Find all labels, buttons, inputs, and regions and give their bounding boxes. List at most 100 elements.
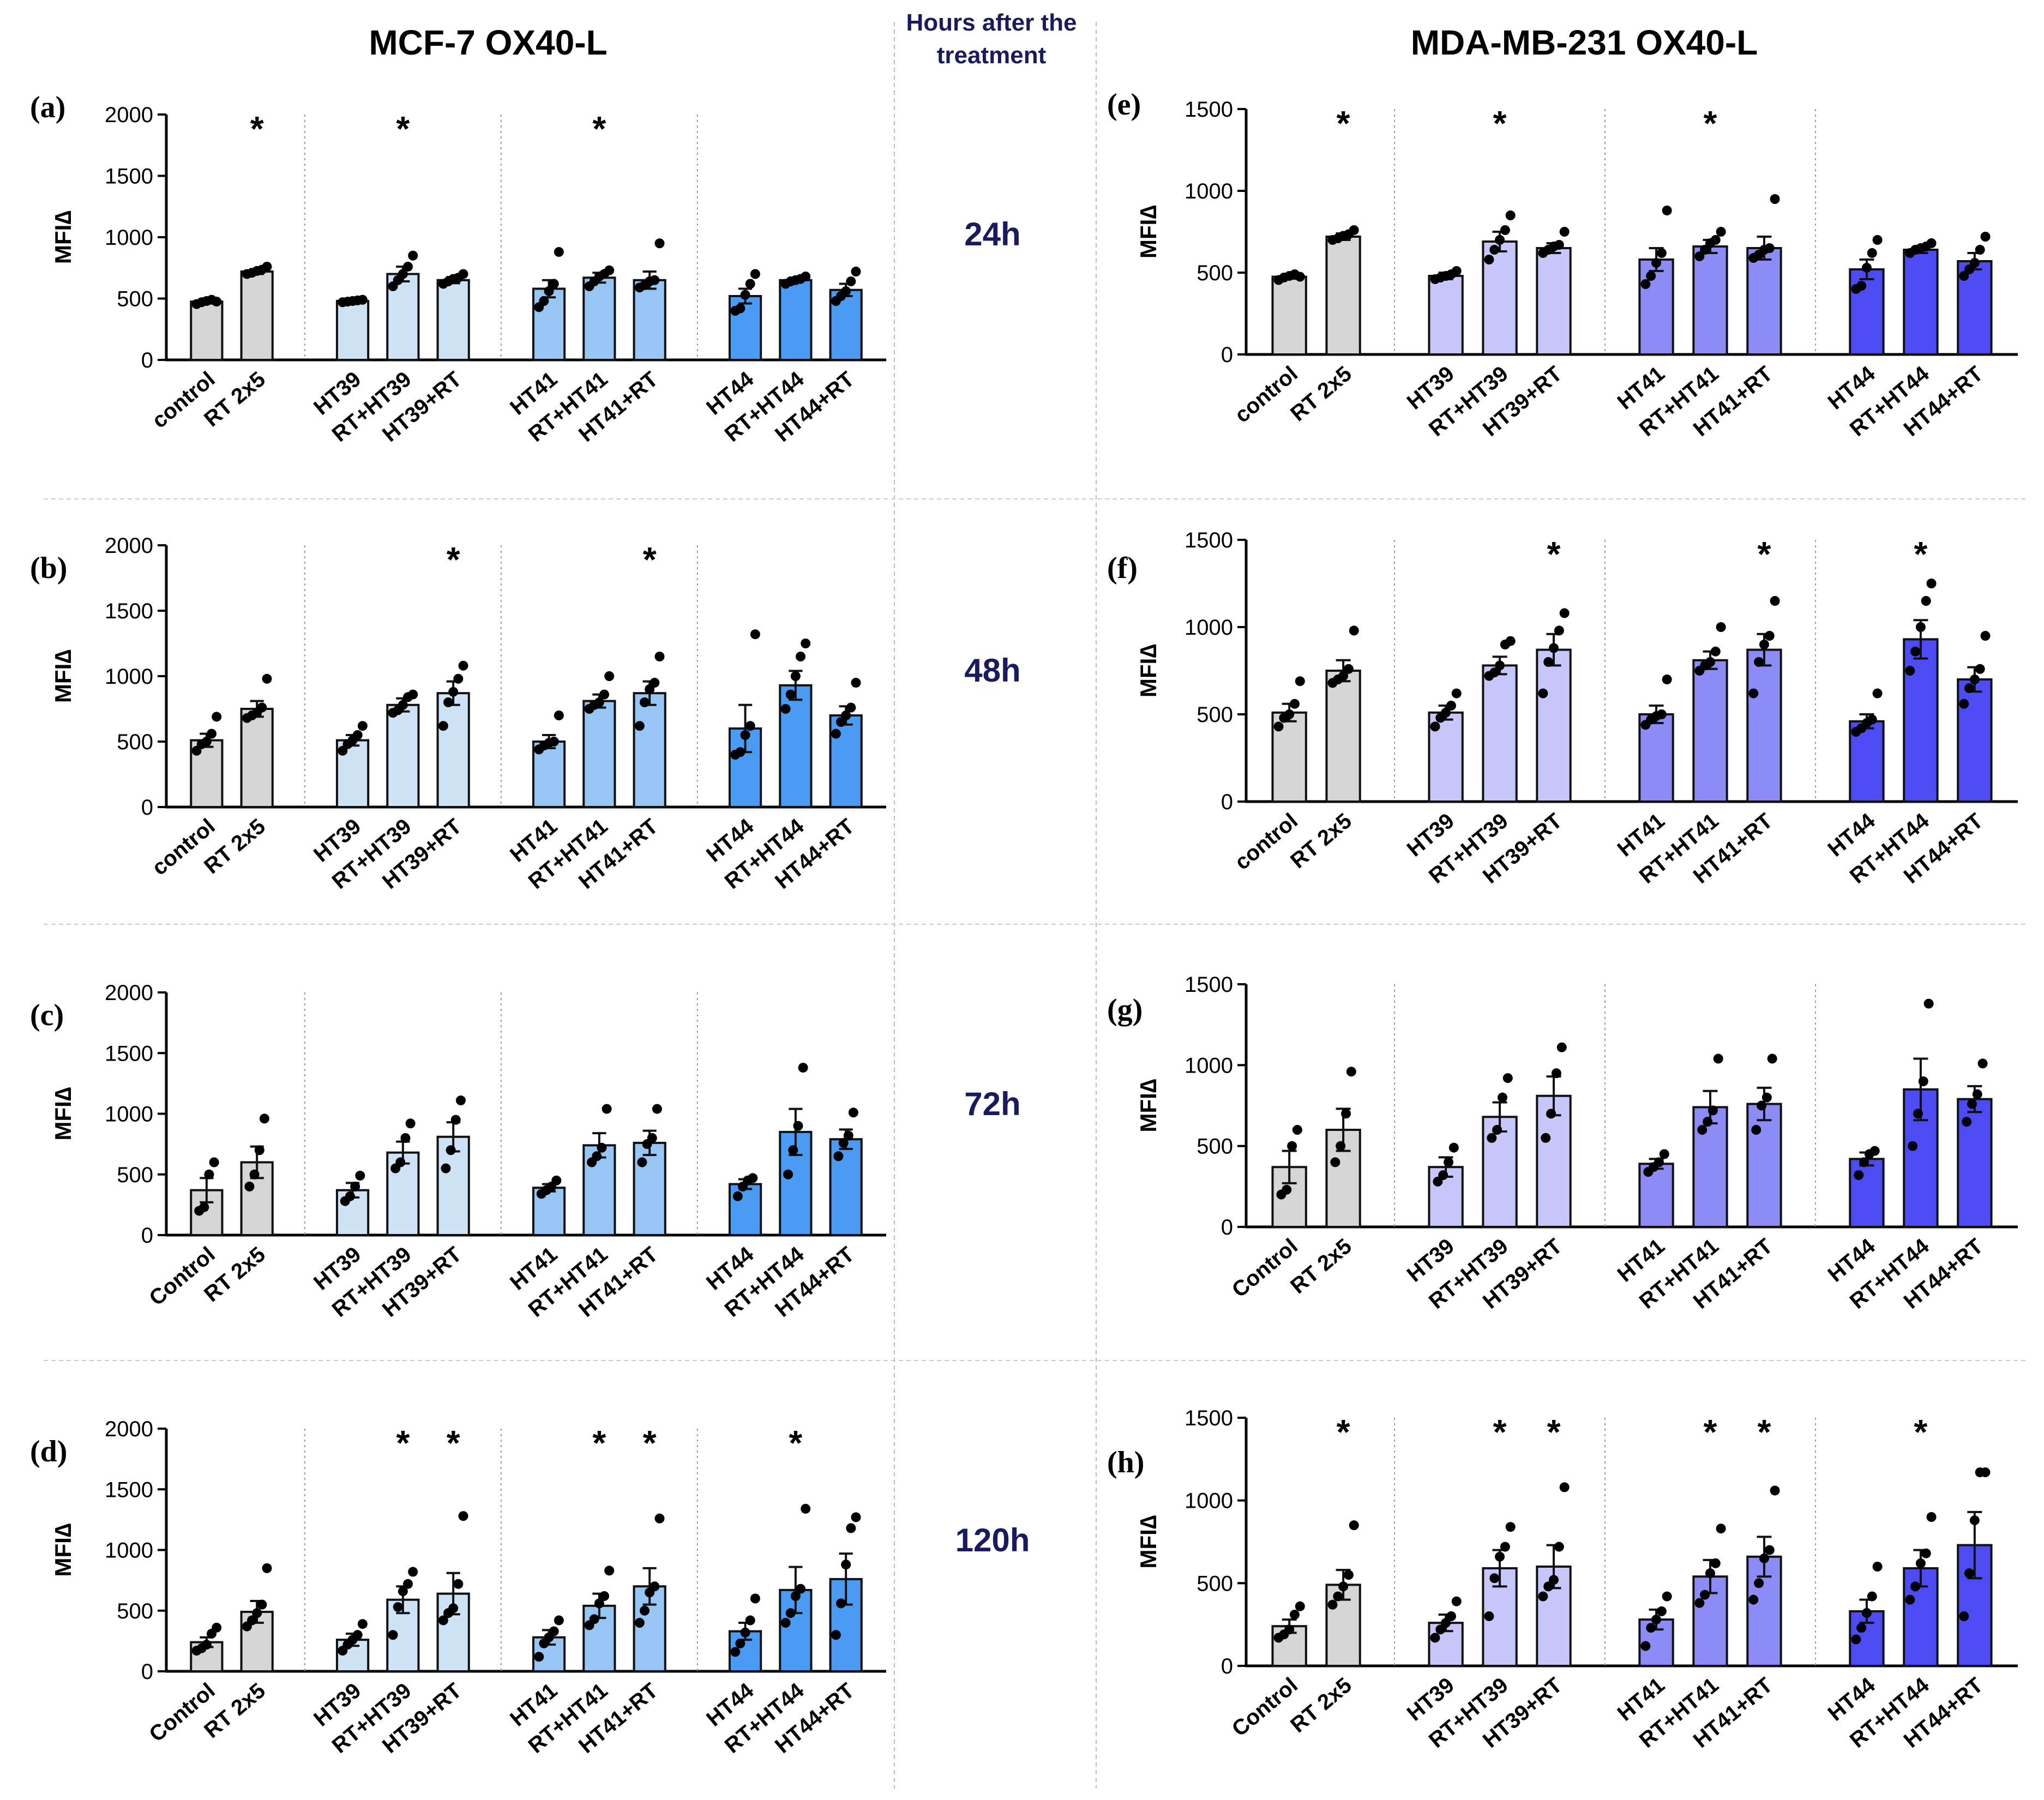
data-point — [1748, 1594, 1759, 1605]
data-point — [212, 1622, 222, 1633]
significance-star: * — [643, 540, 657, 579]
data-point — [1748, 688, 1759, 699]
panel-letter: (e) — [1107, 88, 1141, 122]
data-point — [244, 1182, 255, 1191]
data-point — [1859, 1157, 1869, 1167]
data-point — [1338, 671, 1349, 681]
data-point — [597, 1142, 607, 1153]
y-tick-label: 2000 — [105, 103, 153, 127]
y-axis-label: MFI∆ — [1135, 1079, 1161, 1132]
data-point — [594, 697, 604, 707]
data-point — [1969, 258, 1980, 268]
bar — [1903, 638, 1939, 803]
data-point — [453, 1579, 464, 1589]
data-point — [835, 1598, 846, 1609]
data-point — [748, 1173, 758, 1183]
y-tick-label: 1500 — [105, 599, 153, 623]
y-tick-label: 1500 — [105, 165, 153, 189]
y-tick-label: 1500 — [1185, 98, 1233, 122]
significance-star: * — [1337, 1412, 1350, 1452]
data-point — [1487, 1133, 1497, 1143]
data-point — [455, 1095, 466, 1106]
y-axis-label: MFI∆ — [50, 649, 76, 703]
data-point — [1977, 1058, 1988, 1069]
data-point — [1484, 1611, 1494, 1621]
data-point — [1915, 1558, 1926, 1568]
bar — [633, 692, 666, 808]
data-point — [1489, 1573, 1500, 1584]
y-tick-label: 500 — [117, 1599, 153, 1623]
data-point — [1346, 1067, 1356, 1077]
data-point — [398, 700, 408, 710]
data-point — [1341, 1109, 1351, 1119]
data-point — [589, 1614, 599, 1624]
data-point — [1444, 1157, 1454, 1167]
data-point — [1654, 1157, 1664, 1167]
significance-star: * — [1547, 1412, 1561, 1452]
y-tick-label: 500 — [117, 287, 153, 311]
y-axis-label: MFI∆ — [1135, 644, 1161, 697]
data-point — [1694, 251, 1705, 261]
y-tick-label: 1000 — [1185, 1489, 1233, 1513]
y-tick-label: 1000 — [105, 665, 153, 689]
data-point — [1505, 1522, 1516, 1532]
data-point — [1282, 1184, 1292, 1195]
data-point — [262, 262, 272, 272]
data-point — [438, 721, 448, 731]
data-point — [1754, 1578, 1764, 1588]
bar — [1428, 275, 1464, 356]
data-point — [1764, 631, 1775, 641]
data-point — [1349, 625, 1359, 636]
y-tick-label: 1000 — [105, 226, 153, 250]
data-point — [1851, 1634, 1861, 1645]
data-point — [1327, 1599, 1338, 1610]
significance-star: * — [1757, 534, 1771, 574]
data-point — [1915, 622, 1926, 632]
panel-letter: (h) — [1107, 1446, 1144, 1479]
data-point — [1287, 1141, 1297, 1151]
data-point — [448, 1603, 459, 1614]
data-point — [785, 1608, 796, 1618]
data-point — [780, 704, 791, 714]
data-point — [1349, 225, 1359, 235]
data-point — [1964, 1568, 1975, 1579]
data-point — [1554, 625, 1564, 636]
data-point — [1764, 243, 1775, 253]
significance-star: * — [592, 1423, 606, 1462]
y-tick-label: 500 — [117, 1163, 153, 1187]
data-point — [1559, 1482, 1570, 1492]
significance-star: * — [1547, 534, 1561, 574]
data-point — [1446, 701, 1456, 711]
data-point — [1967, 1099, 1977, 1109]
bar — [779, 684, 813, 809]
bar — [1849, 268, 1885, 356]
data-point — [212, 297, 222, 307]
bar — [1746, 648, 1782, 803]
data-point — [634, 1618, 645, 1628]
data-point — [1959, 1611, 1969, 1621]
data-point — [1861, 1608, 1872, 1618]
data-point — [846, 276, 856, 286]
data-point — [796, 1584, 806, 1594]
x-tick-label: Control — [1228, 1673, 1302, 1741]
data-point — [1872, 688, 1883, 699]
data-point — [841, 286, 851, 296]
data-point — [1980, 1467, 1991, 1478]
time-label-72h: 72h — [964, 1086, 1020, 1122]
x-tick-label: control — [1230, 809, 1302, 875]
data-point — [1292, 1125, 1302, 1135]
bar — [633, 279, 666, 361]
data-point — [1330, 1157, 1340, 1167]
data-point — [1770, 1485, 1780, 1496]
data-point — [1446, 1611, 1456, 1621]
data-point — [1662, 206, 1672, 215]
significance-star: * — [396, 109, 410, 148]
data-point — [1975, 664, 1985, 674]
x-tick-label: Control — [145, 1242, 219, 1310]
data-point — [1435, 1624, 1446, 1635]
data-point — [740, 1627, 750, 1638]
data-point — [1856, 1623, 1867, 1633]
